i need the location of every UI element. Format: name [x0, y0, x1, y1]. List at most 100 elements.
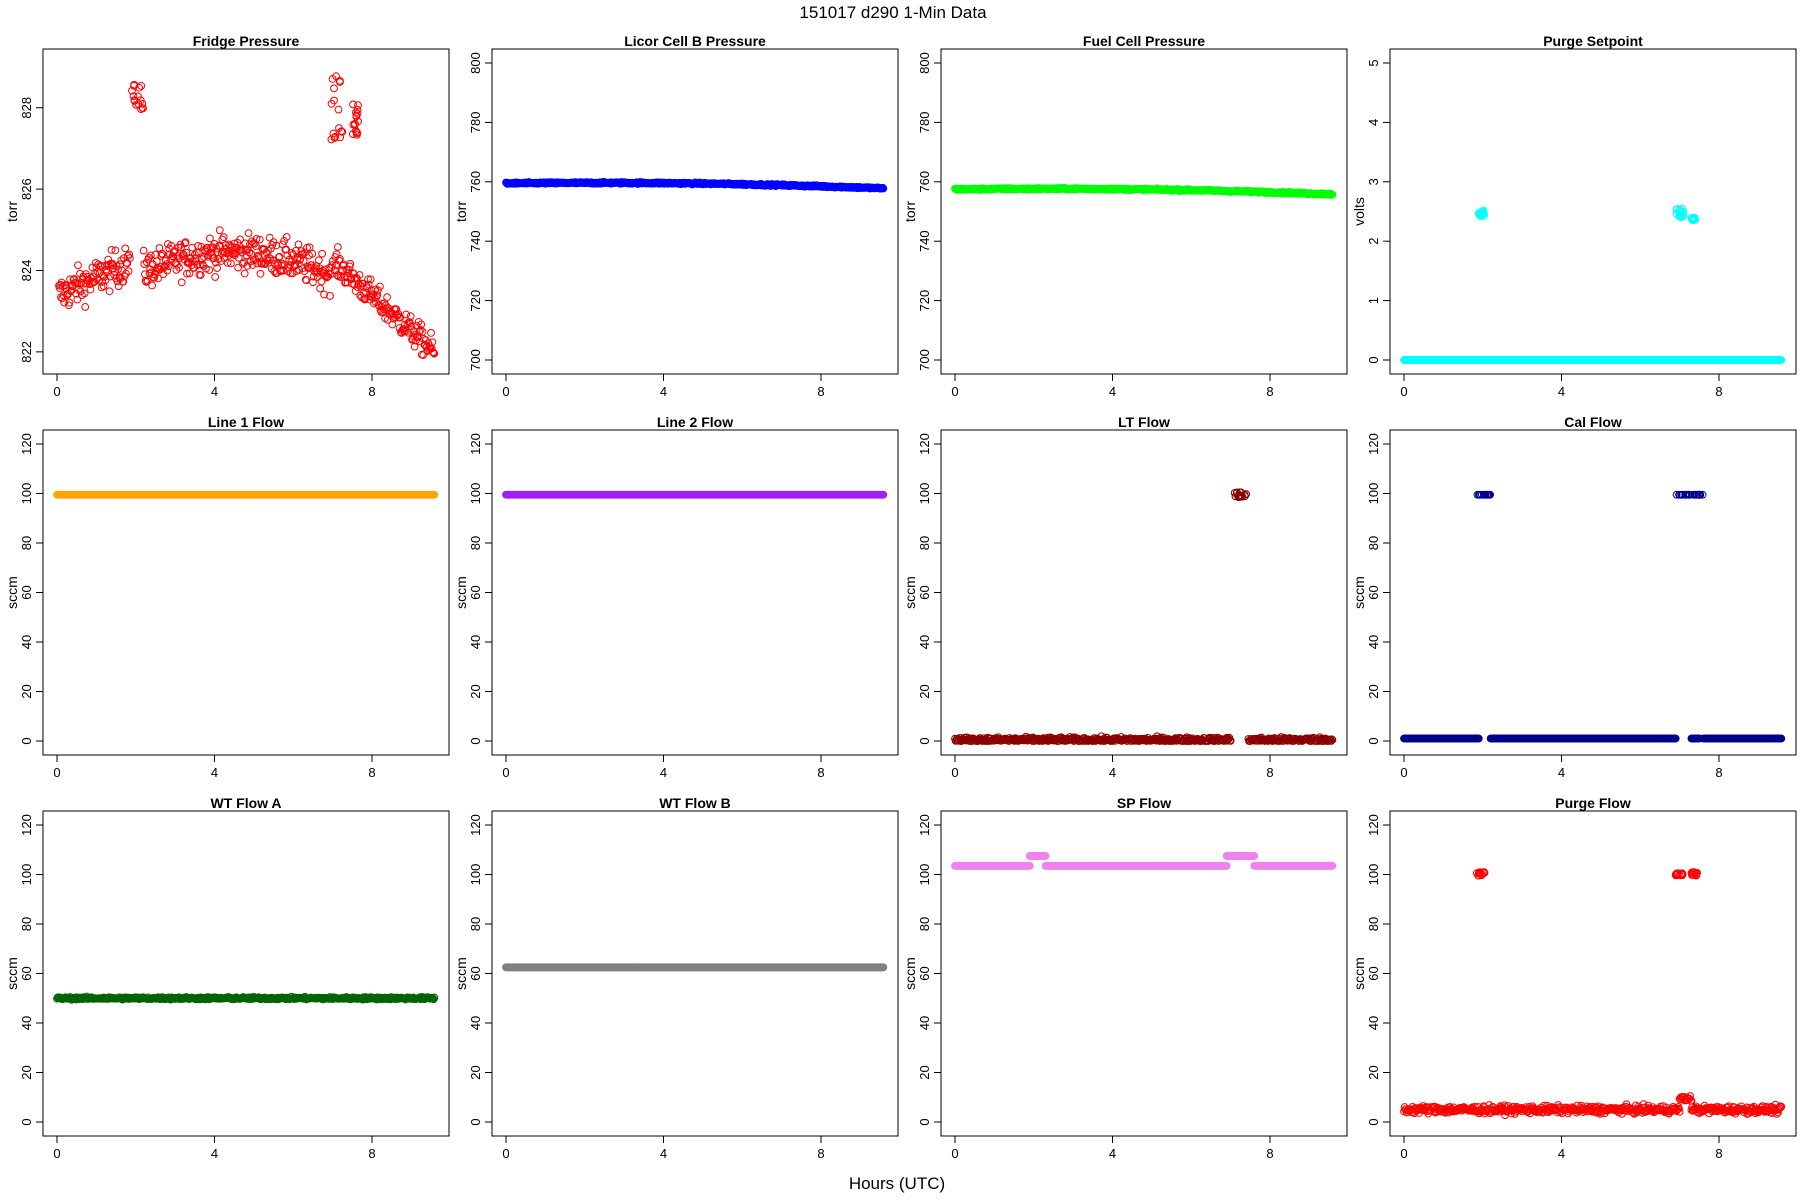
- data-point: [383, 293, 391, 302]
- data-point: [188, 243, 197, 252]
- x-tick-label: 4: [660, 765, 667, 780]
- x-tick-label: 8: [817, 384, 824, 399]
- data-point: [335, 124, 343, 132]
- data-point: [81, 303, 90, 311]
- data-point: [210, 239, 219, 248]
- y-tick-label: 822: [19, 341, 34, 363]
- data-point: [265, 253, 273, 262]
- data-point: [164, 262, 173, 271]
- y-tick-label: 0: [917, 737, 932, 744]
- line-1-flow-title: Line 1 Flow: [208, 414, 284, 430]
- y-tick-label: 760: [468, 171, 483, 193]
- data-point: [291, 261, 300, 270]
- fuel-cell-pressure-title: Fuel Cell Pressure: [1083, 33, 1205, 49]
- wt-flow-a-plot-frame: [42, 810, 450, 1137]
- x-tick-label: 4: [211, 765, 218, 780]
- y-tick-label: 40: [19, 1016, 34, 1030]
- data-point: [245, 248, 254, 257]
- y-tick-label: 80: [19, 536, 34, 550]
- data-point: [177, 243, 185, 252]
- data-point: [230, 239, 239, 248]
- y-tick-label: 40: [917, 635, 932, 649]
- y-tick-label: 0: [1366, 356, 1381, 363]
- data-point: [320, 290, 328, 299]
- y-tick-label: 100: [1366, 483, 1381, 505]
- x-tick-label: 8: [368, 765, 375, 780]
- data-point: [329, 129, 338, 138]
- data-point: [363, 284, 372, 293]
- data-point: [173, 251, 182, 260]
- data-point: [878, 183, 887, 192]
- y-tick-label: 780: [468, 112, 483, 134]
- y-tick-label: 100: [19, 864, 34, 886]
- data-point: [66, 275, 75, 284]
- data-point: [228, 249, 237, 258]
- data-point: [238, 259, 247, 268]
- cal-flow-title: Cal Flow: [1564, 414, 1622, 430]
- data-point: [288, 249, 296, 257]
- data-point: [199, 262, 208, 270]
- data-point: [104, 255, 113, 264]
- data-point: [218, 235, 227, 244]
- purge-setpoint-plot-frame: [1389, 48, 1797, 375]
- data-point: [282, 233, 291, 241]
- y-tick-label: 720: [468, 290, 483, 312]
- x-tick-label: 8: [1266, 384, 1273, 399]
- y-tick-label: 80: [1366, 536, 1381, 550]
- data-point: [74, 261, 82, 270]
- x-tick-label: 4: [660, 384, 667, 399]
- x-tick-label: 0: [951, 384, 958, 399]
- data-point: [343, 273, 351, 282]
- data-point: [213, 264, 222, 272]
- data-point: [348, 130, 357, 138]
- data-point: [309, 278, 317, 287]
- fridge-pressure-title: Fridge Pressure: [193, 33, 300, 49]
- data-point: [379, 305, 388, 314]
- y-tick-label: 100: [19, 483, 34, 505]
- x-tick-label: 0: [53, 765, 60, 780]
- y-tick-label: 40: [1366, 635, 1381, 649]
- data-point: [346, 259, 355, 268]
- data-point: [102, 265, 111, 274]
- wt-flow-a-y-label: sccm: [4, 957, 20, 990]
- data-point: [205, 266, 214, 274]
- y-tick-label: 80: [468, 536, 483, 550]
- data-point: [328, 75, 337, 83]
- data-point: [349, 100, 357, 109]
- data-point: [114, 282, 123, 291]
- data-point: [351, 287, 360, 295]
- figure-title: 151017 d290 1-Min Data: [799, 3, 987, 22]
- data-point: [242, 251, 251, 260]
- x-tick-label: 4: [211, 384, 218, 399]
- data-point: [196, 271, 205, 280]
- data-point: [146, 251, 155, 260]
- y-tick-label: 80: [917, 536, 932, 550]
- data-point: [148, 281, 157, 290]
- data-point: [336, 78, 344, 86]
- y-tick-label: 2: [1366, 238, 1381, 245]
- x-tick-label: 0: [53, 1146, 60, 1161]
- data-point: [257, 259, 265, 268]
- y-tick-label: 826: [19, 178, 34, 200]
- data-point: [335, 254, 344, 263]
- data-point: [209, 254, 218, 262]
- data-point: [60, 298, 69, 307]
- data-point: [305, 243, 314, 252]
- line-1-flow-points: [53, 490, 439, 499]
- data-point: [282, 245, 290, 254]
- data-point: [394, 309, 403, 318]
- wt-flow-a-title: WT Flow A: [210, 795, 281, 811]
- data-point: [154, 274, 162, 283]
- data-point: [187, 261, 196, 270]
- licor-cell-b-pressure-y-label: torr: [453, 201, 469, 222]
